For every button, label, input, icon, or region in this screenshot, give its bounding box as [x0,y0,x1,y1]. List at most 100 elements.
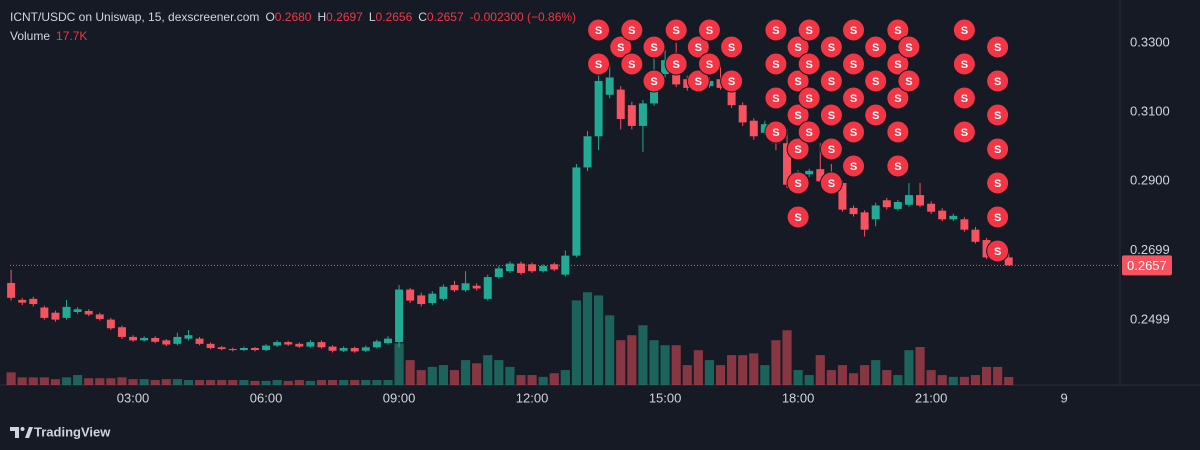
candle-body [627,105,636,126]
change: -0.002300 (−0.86%) [469,10,577,24]
sell-marker [986,137,1010,161]
volume-bar [494,360,504,385]
sell-marker [764,52,788,76]
volume-bar [183,380,194,385]
sell-marker-label: S [872,42,879,54]
candle-body [616,89,625,119]
volume-bar [937,375,947,385]
sell-marker-label: S [894,59,901,71]
candle-body [760,124,769,133]
sell-marker-label: S [994,42,1001,54]
sell-marker [952,52,976,76]
candle-body [217,347,226,350]
sell-marker-label: S [650,76,657,88]
volume-bar [660,345,670,385]
volume-bar [671,345,681,385]
sell-markers: SSSSSSSSSSSSSSSSSSSSSSSSSSSSSSSSSSSSSSSS… [587,18,1010,263]
sell-marker-label: S [772,59,779,71]
candle-body [295,343,304,347]
volume-bar [904,350,914,385]
sell-marker-label: S [728,76,735,88]
volume-bar [339,380,349,385]
sell-marker [786,205,810,229]
candle-body [505,263,514,272]
sell-marker-label: S [850,25,857,37]
y-tick-label: 0.2900 [1130,173,1170,188]
sell-marker [819,35,843,59]
sell-marker [952,120,976,144]
candle-body [372,341,381,348]
volume-bar [704,360,715,385]
x-tick-label: 18:00 [782,390,815,405]
candle-body [1004,257,1013,266]
volume-bar [172,379,182,385]
volume-bar [372,380,382,385]
sell-marker-label: S [994,76,1001,88]
volume-bar [350,380,360,385]
volume-bar [283,380,293,385]
sell-marker [786,137,810,161]
sell-marker [819,69,843,93]
candle-body [938,210,947,220]
volume-bar [848,373,859,385]
candle-body [572,167,581,256]
volume-bars [6,292,1014,385]
sell-marker [764,120,788,144]
y-tick-label: 0.2499 [1130,311,1170,326]
volume-bar [793,370,803,385]
sell-marker [720,69,744,93]
volume-bar [738,355,748,385]
y-tick-label: 0.3100 [1130,104,1170,119]
candle-body [461,283,470,291]
volume-bar [228,380,238,385]
volume-bar [483,355,493,385]
last-price-badge [1122,255,1172,276]
sell-marker [819,171,843,195]
volume-bar [460,360,471,385]
volume-bar [815,355,825,385]
candle-body [494,268,503,278]
volume-bar [926,370,936,385]
volume-bar [150,380,160,385]
sell-marker [797,120,821,144]
volume-bar [970,375,981,385]
volume-bar [571,300,582,385]
sell-marker-label: S [850,59,857,71]
sell-marker-label: S [617,42,624,54]
volume-bar [593,295,604,385]
candle-body [738,105,747,123]
sell-marker-label: S [850,93,857,105]
candle-body [439,286,448,299]
candle-body [960,219,969,230]
volume-bar [1004,376,1014,385]
sell-marker [697,52,721,76]
sell-marker [797,52,821,76]
volume-bar [194,380,205,385]
sell-marker [842,86,866,110]
ohlc-value: 0.2657 [426,10,464,24]
sell-marker [686,69,710,93]
candle-body [783,143,792,185]
candle-body [84,310,93,315]
sell-marker-label: S [961,25,968,37]
ohlc-label: C [418,10,427,24]
candle-body [206,343,215,348]
volume-bar [117,377,127,385]
sell-marker-label: S [794,42,801,54]
candle-body [871,205,880,220]
candle-body [140,337,149,341]
sell-marker-label: S [994,178,1001,190]
sell-marker [587,52,611,76]
volume-bar [305,380,315,385]
volume-bar [39,377,49,385]
candle-body [838,182,847,210]
sell-marker [819,137,843,161]
candle-body [239,347,248,351]
candle-body [749,120,758,137]
candle-body [18,299,27,303]
sell-marker-label: S [794,110,801,122]
volume-bar [959,376,969,385]
sell-marker-label: S [772,127,779,139]
candle-body [51,312,60,320]
volume-bar [50,379,61,385]
